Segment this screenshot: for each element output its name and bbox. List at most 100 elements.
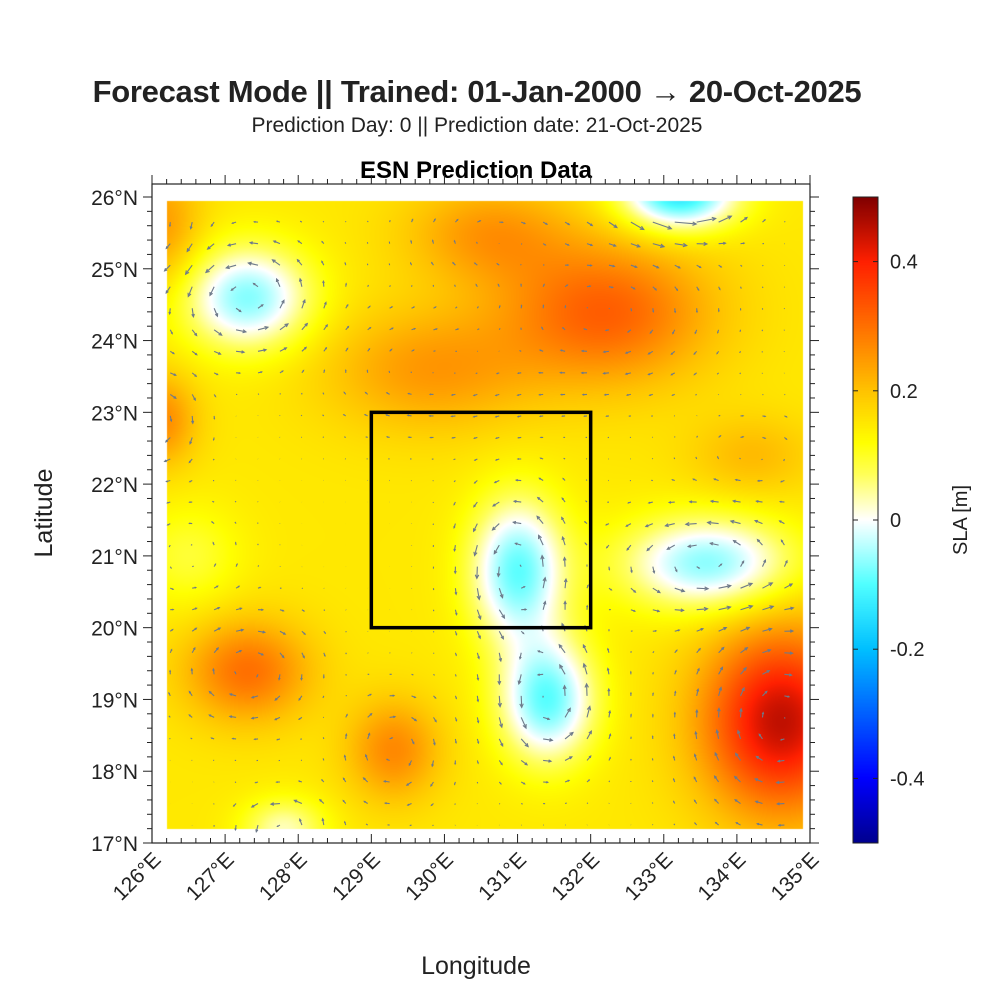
- quiver-arrow: [718, 434, 722, 438]
- quiver-arrow: [191, 329, 198, 337]
- quiver-arrow: [538, 415, 544, 418]
- quiver-arrow: [649, 329, 654, 335]
- quiver-arrow: [607, 647, 610, 653]
- y-tick-label: 22°N: [91, 474, 138, 497]
- quiver-arrow: [608, 587, 613, 591]
- quiver-arrow: [389, 306, 394, 309]
- quiver-arrow: [673, 308, 677, 314]
- quiver-arrow: [213, 606, 221, 611]
- quiver-arrow: [602, 371, 610, 375]
- figure-subtitle: Prediction Day: 0 || Prediction date: 21…: [251, 114, 703, 137]
- quiver-arrow: [453, 480, 456, 483]
- quiver-arrow: [236, 371, 242, 375]
- quiver-arrow: [542, 283, 545, 287]
- quiver-arrow: [784, 695, 791, 698]
- quiver-arrow: [450, 415, 456, 418]
- quiver-arrow: [624, 372, 632, 376]
- quiver-arrow: [473, 544, 478, 557]
- quiver-arrow: [778, 500, 785, 503]
- quiver-arrow: [520, 283, 522, 287]
- quiver-arrow: [234, 500, 237, 503]
- quiver-arrow: [516, 393, 522, 397]
- quiver-arrow: [475, 241, 478, 244]
- quiver-arrow: [585, 479, 588, 481]
- quiver-arrow: [718, 563, 723, 568]
- colorbar-tick-label: -0.4: [890, 768, 924, 790]
- quiver-arrow: [321, 778, 325, 783]
- quiver-arrow: [453, 458, 456, 461]
- quiver-arrow: [652, 609, 661, 613]
- quiver-arrow: [776, 802, 785, 806]
- quiver-arrow: [520, 803, 523, 805]
- quiver-arrow: [234, 824, 237, 832]
- quiver-arrow: [367, 712, 373, 718]
- quiver-arrow: [608, 709, 612, 718]
- quiver-arrow: [739, 351, 742, 354]
- quiver-arrow: [717, 308, 720, 313]
- quiver-arrow: [472, 415, 478, 418]
- quiver-arrow: [494, 415, 500, 418]
- quiver-arrow: [542, 716, 551, 721]
- quiver-arrow: [411, 673, 414, 676]
- quiver-arrow: [454, 695, 457, 700]
- quiver-arrow: [542, 576, 547, 589]
- quiver-arrow: [323, 346, 328, 352]
- quiver-arrow: [718, 605, 732, 611]
- quiver-arrow: [696, 647, 701, 654]
- quiver-arrow: [498, 588, 504, 599]
- quiver-arrow: [191, 646, 196, 654]
- quiver-arrow: [455, 306, 458, 309]
- quiver-arrow: [411, 695, 417, 699]
- quiver-arrow: [584, 682, 589, 696]
- quiver-arrow: [497, 695, 502, 708]
- axes-title: ESN Prediction Data: [359, 157, 593, 184]
- quiver-arrow: [301, 322, 309, 331]
- quiver-arrow: [279, 630, 287, 635]
- quiver-arrow: [693, 799, 698, 804]
- quiver-arrow: [257, 586, 262, 589]
- quiver-arrow: [779, 480, 785, 483]
- quiver-arrow: [493, 480, 500, 484]
- quiver-arrow: [252, 282, 259, 288]
- quiver-arrow: [754, 800, 763, 805]
- quiver-arrow: [740, 436, 745, 438]
- quiver-arrow: [521, 608, 528, 611]
- quiver-arrow: [674, 242, 688, 248]
- quiver-arrow: [454, 717, 458, 722]
- quiver-arrow: [651, 713, 654, 718]
- quiver-arrow: [717, 455, 720, 460]
- quiver-arrow: [321, 817, 325, 826]
- quiver-arrow: [652, 243, 666, 248]
- quiver-arrow: [407, 436, 412, 439]
- quiver-arrow: [651, 735, 654, 739]
- quiver-arrow: [740, 560, 745, 567]
- quiver-arrow: [652, 692, 654, 696]
- quiver-arrow: [695, 456, 698, 460]
- quiver-arrow: [388, 370, 391, 373]
- quiver-arrow: [433, 350, 436, 352]
- quiver-arrow: [586, 243, 594, 247]
- quiver-arrow: [762, 649, 772, 654]
- quiver-arrow: [585, 500, 588, 503]
- quiver-arrow: [582, 662, 588, 675]
- quiver-arrow: [213, 308, 219, 318]
- quiver-arrow: [389, 737, 394, 740]
- quiver-arrow: [651, 458, 654, 460]
- quiver-arrow: [538, 349, 544, 352]
- quiver-arrow: [740, 626, 751, 632]
- quiver-arrow: [758, 733, 763, 740]
- quiver-arrow: [322, 280, 325, 287]
- quiver-arrow: [630, 286, 636, 290]
- quiver-arrow: [733, 775, 741, 783]
- quiver-arrow: [517, 436, 522, 439]
- quiver-arrow: [492, 501, 500, 507]
- quiver-arrow: [564, 756, 573, 761]
- quiver-arrow: [521, 221, 527, 225]
- quiver-arrow: [784, 673, 793, 677]
- quiver-arrow: [383, 802, 390, 805]
- quiver-arrow: [696, 286, 700, 292]
- quiver-arrow: [518, 652, 522, 660]
- quiver-arrow: [345, 713, 348, 718]
- quiver-arrow: [168, 308, 172, 316]
- quiver-arrow: [410, 261, 413, 266]
